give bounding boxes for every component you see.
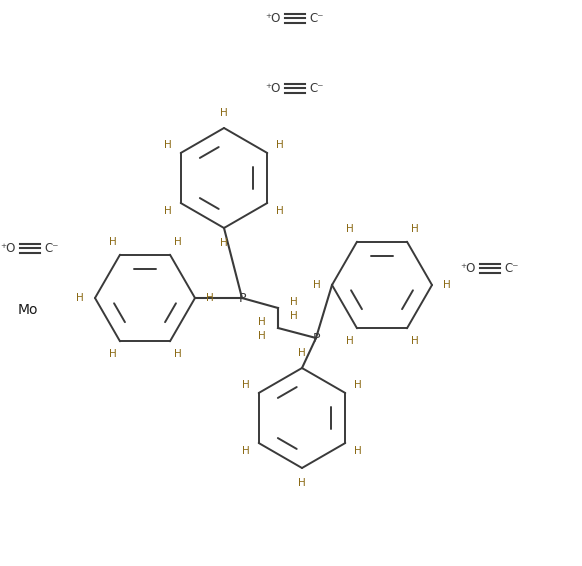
Text: H: H [220, 238, 228, 248]
Text: H: H [443, 280, 451, 290]
Text: P: P [238, 291, 246, 305]
Text: H: H [220, 108, 228, 118]
Text: Mo: Mo [17, 303, 38, 317]
Text: H: H [206, 293, 214, 303]
Text: C⁻: C⁻ [505, 261, 519, 275]
Text: C⁻: C⁻ [310, 11, 324, 24]
Text: H: H [258, 331, 266, 341]
Text: H: H [164, 140, 172, 151]
Text: H: H [354, 380, 362, 391]
Text: H: H [276, 140, 284, 151]
Text: H: H [76, 293, 84, 303]
Text: H: H [173, 237, 182, 247]
Text: H: H [298, 478, 306, 488]
Text: H: H [290, 297, 298, 307]
Text: H: H [164, 205, 172, 216]
Text: ⁺O: ⁺O [460, 261, 475, 275]
Text: H: H [346, 224, 353, 234]
Text: ⁺O: ⁺O [1, 242, 16, 255]
Text: H: H [242, 380, 250, 391]
Text: H: H [298, 348, 306, 358]
Text: H: H [411, 336, 418, 346]
Text: H: H [276, 205, 284, 216]
Text: H: H [346, 336, 353, 346]
Text: H: H [411, 224, 418, 234]
Text: H: H [173, 349, 182, 359]
Text: H: H [258, 317, 266, 327]
Text: H: H [109, 237, 116, 247]
Text: C⁻: C⁻ [45, 242, 59, 255]
Text: H: H [109, 349, 116, 359]
Text: H: H [354, 445, 362, 456]
Text: H: H [313, 280, 321, 290]
Text: C⁻: C⁻ [310, 82, 324, 95]
Text: H: H [242, 445, 250, 456]
Text: P: P [313, 332, 320, 345]
Text: ⁺O: ⁺O [265, 82, 281, 95]
Text: ⁺O: ⁺O [265, 11, 281, 24]
Text: H: H [290, 311, 298, 321]
